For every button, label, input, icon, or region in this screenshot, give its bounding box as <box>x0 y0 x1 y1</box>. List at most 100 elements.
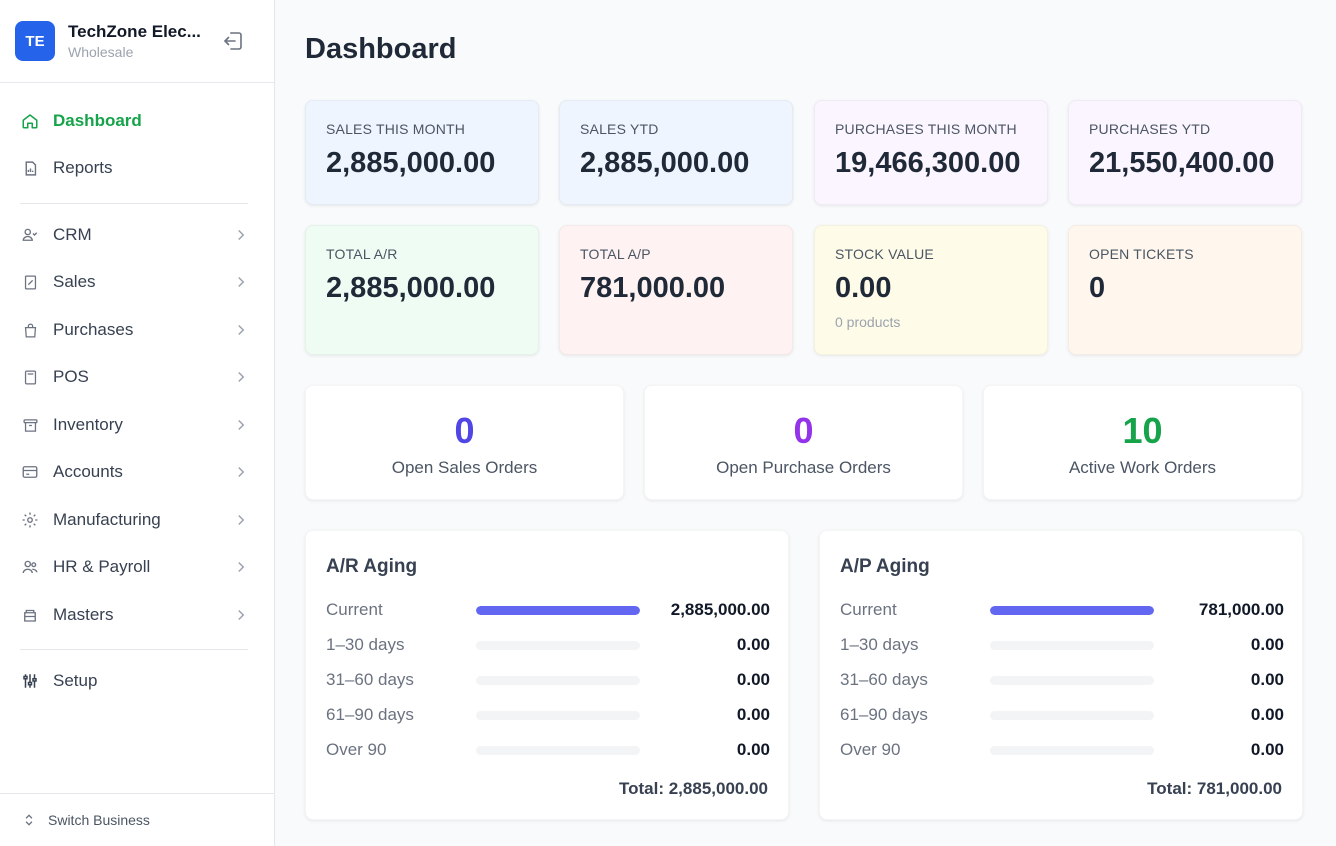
aging-amount: 0.00 <box>1250 635 1284 654</box>
sidebar-item-label: Purchases <box>53 320 134 339</box>
aging-row: Current 781,000.00 <box>840 598 1284 622</box>
chevron-up-down-icon <box>22 813 36 827</box>
stat-card-open-tickets: OPEN TICKETS 0 <box>1068 225 1302 355</box>
aging-row: 61–90 days 0.00 <box>840 703 1284 727</box>
stat-label: SALES YTD <box>580 121 659 137</box>
aging-bucket-label: 31–60 days <box>326 670 414 689</box>
chevron-right-icon <box>232 463 250 481</box>
sidebar-item-hr-payroll[interactable]: HR & Payroll <box>0 547 274 587</box>
aging-bar <box>476 641 640 650</box>
aging-bucket-label: 61–90 days <box>326 705 414 724</box>
aging-amount: 0.00 <box>1250 670 1284 689</box>
sidebar-item-manufacturing[interactable]: Manufacturing <box>0 500 274 540</box>
page-title: Dashboard <box>305 33 457 65</box>
aging-total: Total: 781,000.00 <box>1147 779 1282 798</box>
contacts-icon <box>20 225 40 245</box>
sales-invoice-icon <box>20 272 40 292</box>
shopping-bag-icon <box>20 320 40 340</box>
count-card-open-purchase-orders[interactable]: 0 Open Purchase Orders <box>644 385 963 500</box>
aging-bar-fill <box>990 606 1154 615</box>
stat-card-stock-value: STOCK VALUE 0.00 0 products <box>814 225 1048 355</box>
stat-value: 2,885,000.00 <box>580 147 750 179</box>
aging-amount: 2,885,000.00 <box>670 600 770 619</box>
sidebar: TE TechZone Elec... Wholesale Dashboard <box>0 0 275 846</box>
stat-card-purchases-ytd: PURCHASES YTD 21,550,400.00 <box>1068 100 1302 205</box>
aging-bar <box>476 746 640 755</box>
count-card-active-work-orders[interactable]: 10 Active Work Orders <box>983 385 1302 500</box>
aging-bucket-label: Over 90 <box>840 740 901 759</box>
sidebar-item-dashboard[interactable]: Dashboard <box>0 101 274 141</box>
aging-bucket-label: 61–90 days <box>840 705 928 724</box>
sidebar-item-setup[interactable]: Setup <box>0 661 274 701</box>
chevron-right-icon <box>232 416 250 434</box>
aging-bar <box>476 711 640 720</box>
switch-business-button[interactable]: Switch Business <box>0 793 274 846</box>
aging-bucket-label: 1–30 days <box>326 635 405 654</box>
sidebar-item-crm[interactable]: CRM <box>0 215 274 255</box>
sidebar-item-reports[interactable]: Reports <box>0 148 274 188</box>
ap-aging-card: A/P Aging Current 781,000.00 1–30 days 0… <box>819 530 1303 820</box>
sidebar-item-label: CRM <box>53 225 92 244</box>
count-label: Open Sales Orders <box>391 458 538 477</box>
database-icon <box>20 605 40 625</box>
stat-value: 19,466,300.00 <box>835 147 1021 179</box>
chevron-right-icon <box>232 606 250 624</box>
aging-row: 61–90 days 0.00 <box>326 703 770 727</box>
aging-bar <box>990 711 1154 720</box>
aging-amount: 781,000.00 <box>1198 600 1284 619</box>
sidebar-item-accounts[interactable]: Accounts <box>0 452 274 492</box>
aging-bucket-label: Over 90 <box>326 740 387 759</box>
aging-bar <box>990 606 1154 615</box>
aging-bucket-label: Current <box>840 600 897 619</box>
aging-bar <box>990 641 1154 650</box>
count-card-open-sales-orders[interactable]: 0 Open Sales Orders <box>305 385 624 500</box>
aging-row: 1–30 days 0.00 <box>840 633 1284 657</box>
stat-card-sales-ytd: SALES YTD 2,885,000.00 <box>559 100 793 205</box>
nav-divider <box>20 649 248 650</box>
count-label: Open Purchase Orders <box>716 458 891 477</box>
stat-label: PURCHASES THIS MONTH <box>835 121 1017 137</box>
brand-header: TE TechZone Elec... Wholesale <box>0 0 274 83</box>
stat-label: TOTAL A/P <box>580 246 651 262</box>
aging-row: 31–60 days 0.00 <box>326 668 770 692</box>
chevron-right-icon <box>232 511 250 529</box>
sidebar-item-sales[interactable]: Sales <box>0 262 274 302</box>
stat-label: STOCK VALUE <box>835 246 934 262</box>
sliders-icon <box>20 671 40 691</box>
stat-value: 0 <box>1089 272 1106 304</box>
sidebar-item-label: HR & Payroll <box>53 557 151 576</box>
stat-label: OPEN TICKETS <box>1089 246 1194 262</box>
nav-divider <box>20 203 248 204</box>
chevron-right-icon <box>232 558 250 576</box>
sidebar-item-pos[interactable]: POS <box>0 357 274 397</box>
stat-value: 2,885,000.00 <box>326 147 496 179</box>
aging-row: Over 90 0.00 <box>840 738 1284 762</box>
sidebar-item-label: Manufacturing <box>53 510 161 529</box>
archive-box-icon <box>20 415 40 435</box>
aging-bar <box>476 676 640 685</box>
sidebar-item-label: Inventory <box>53 415 123 434</box>
sidebar-item-label: Setup <box>53 671 98 690</box>
aging-bucket-label: 1–30 days <box>840 635 919 654</box>
aging-bar-fill <box>476 606 640 615</box>
credit-card-icon <box>20 462 40 482</box>
chevron-right-icon <box>232 321 250 339</box>
calculator-icon <box>20 367 40 387</box>
sidebar-item-inventory[interactable]: Inventory <box>0 405 274 445</box>
chevron-right-icon <box>232 273 250 291</box>
aging-title: A/R Aging <box>326 556 418 577</box>
count-value: 0 <box>454 410 475 451</box>
count-value: 0 <box>793 410 814 451</box>
sidebar-item-label: Masters <box>53 605 114 624</box>
aging-row: Over 90 0.00 <box>326 738 770 762</box>
sidebar-item-purchases[interactable]: Purchases <box>0 310 274 350</box>
aging-bucket-label: 31–60 days <box>840 670 928 689</box>
users-icon <box>20 557 40 577</box>
logout-icon[interactable] <box>221 29 245 53</box>
aging-title: A/P Aging <box>840 556 930 577</box>
sidebar-item-label: Reports <box>53 158 113 177</box>
aging-row: 1–30 days 0.00 <box>326 633 770 657</box>
business-type: Wholesale <box>68 44 134 60</box>
sidebar-item-masters[interactable]: Masters <box>0 595 274 635</box>
stat-subtext: 0 products <box>835 314 901 330</box>
